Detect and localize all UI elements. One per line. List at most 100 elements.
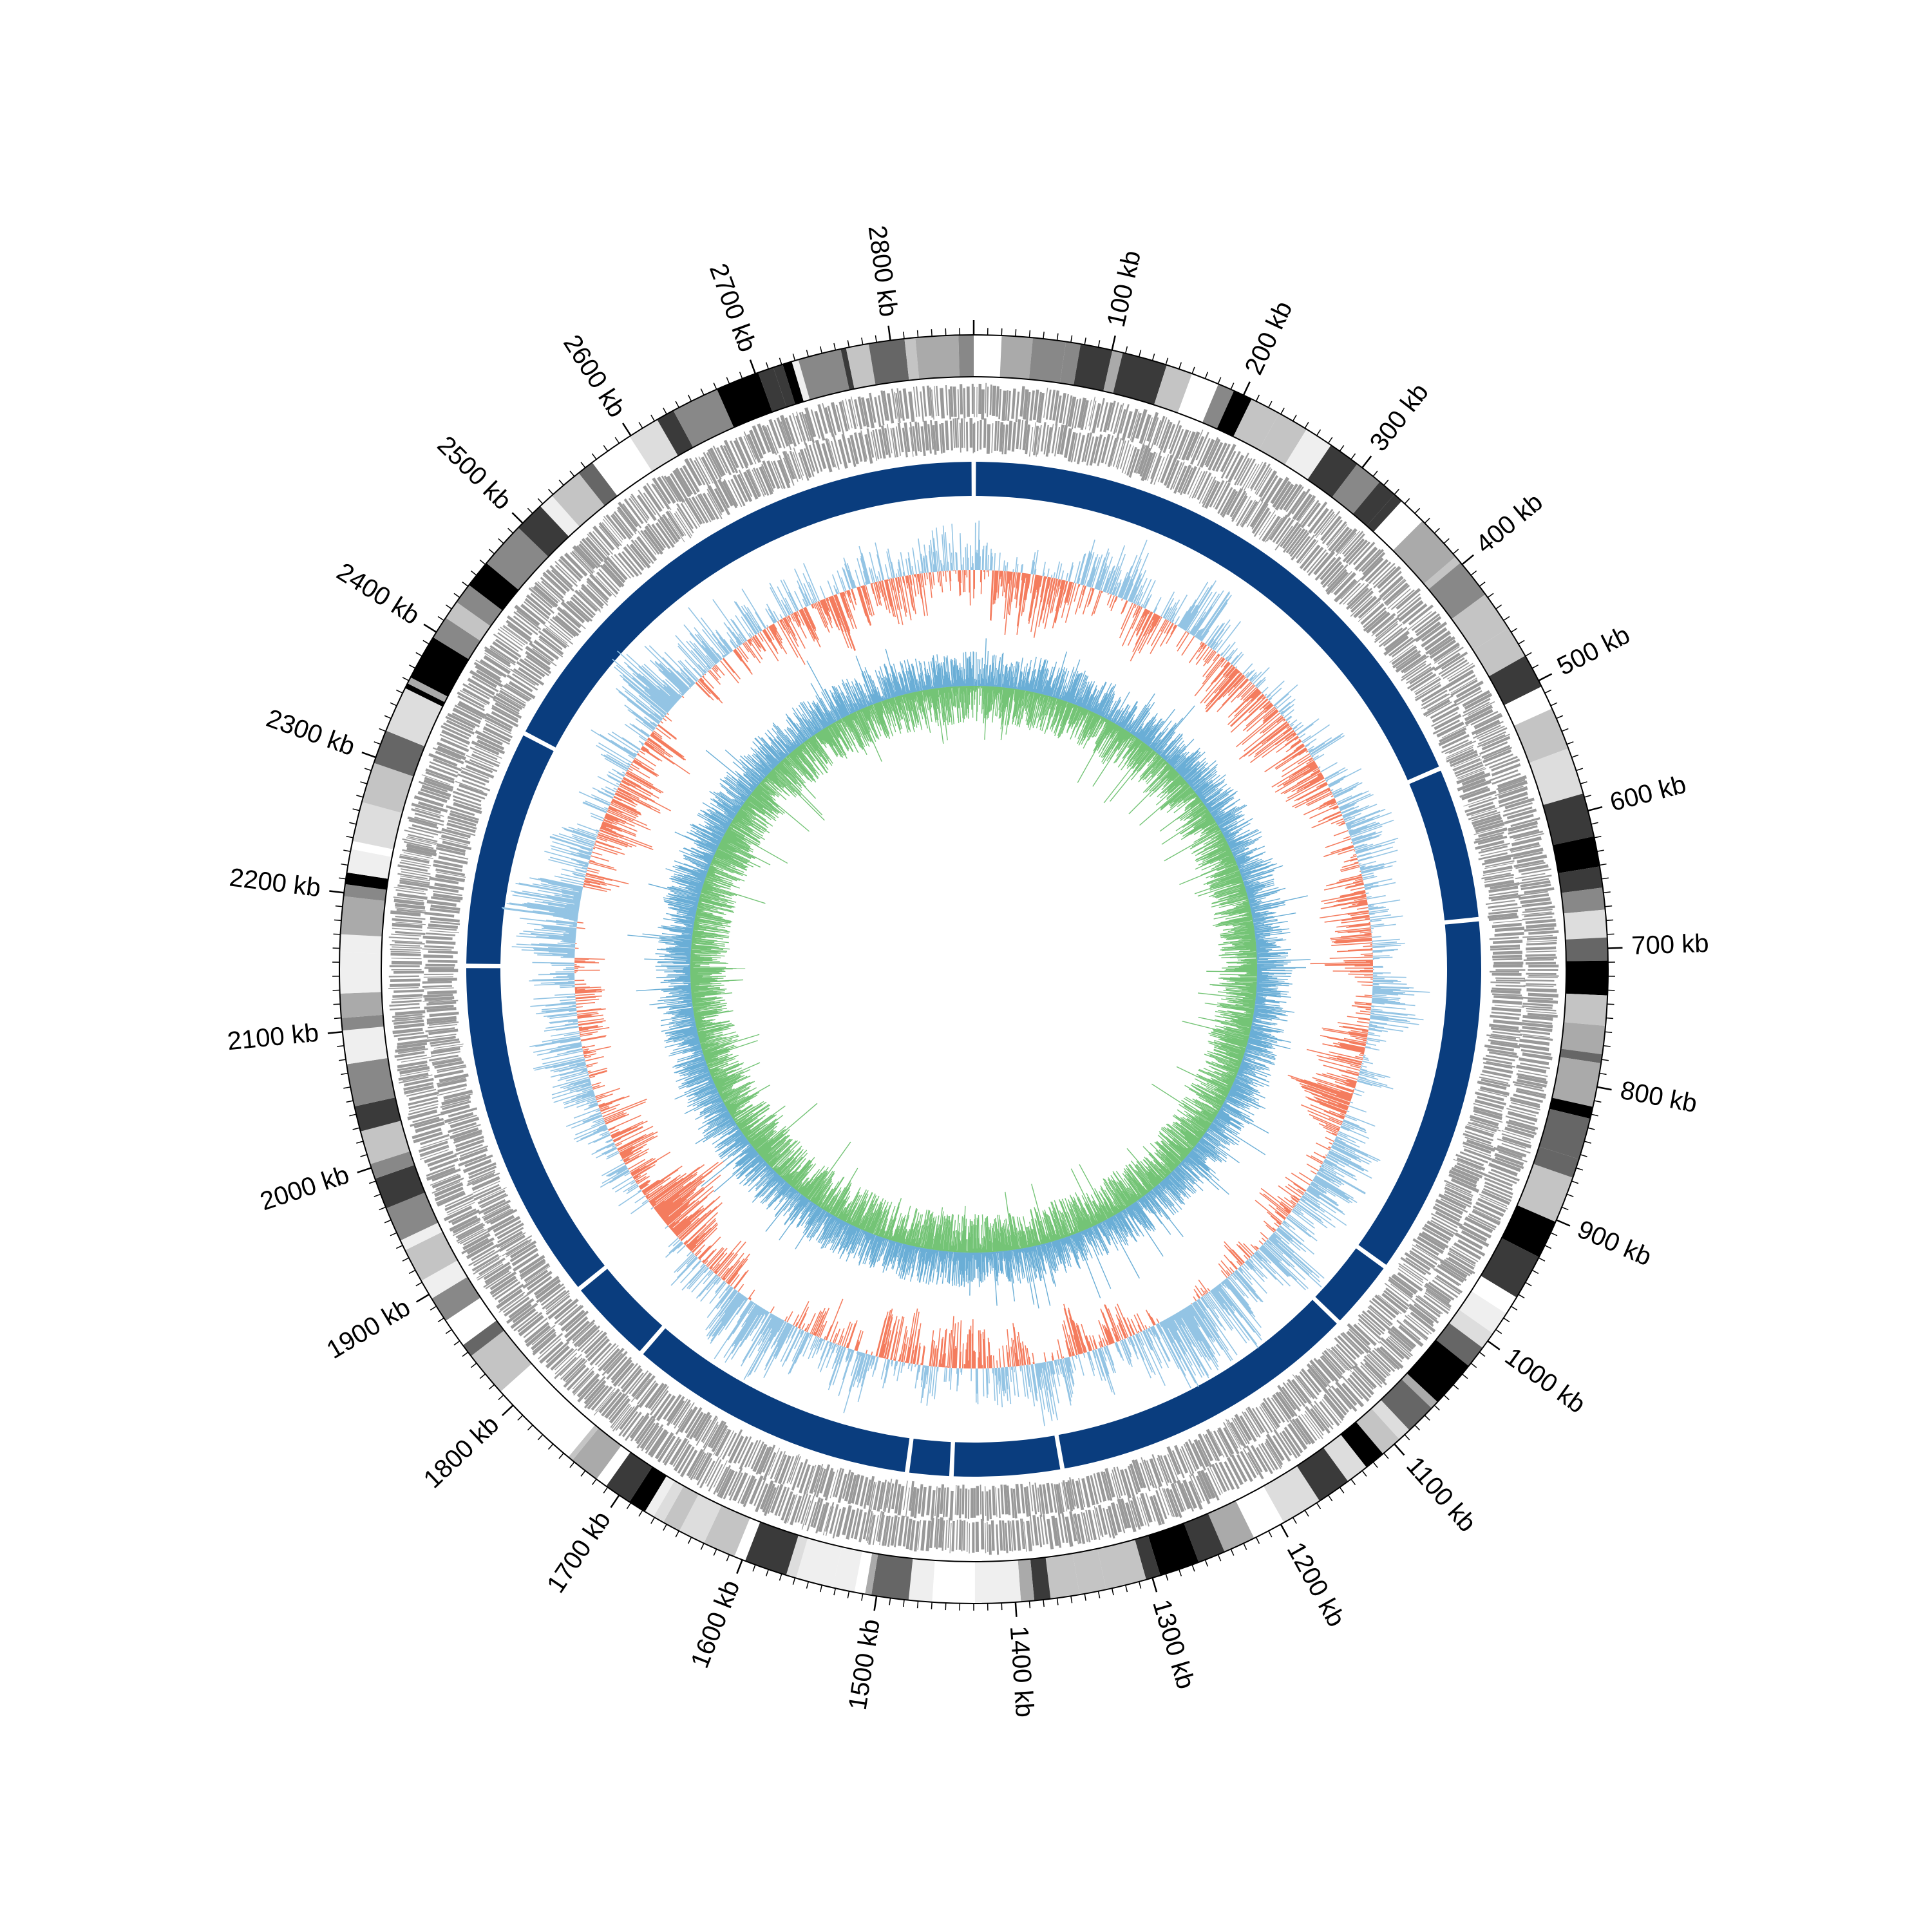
gene-feature [1213, 1430, 1229, 1458]
gene-feature [1375, 616, 1399, 638]
gene-feature [654, 484, 672, 511]
gene-feature [420, 1149, 449, 1160]
gene-feature [1043, 1514, 1048, 1545]
gene-feature [464, 759, 493, 773]
gene-feature [670, 473, 688, 500]
gc-bar [1347, 1110, 1350, 1113]
gene-feature [485, 723, 513, 739]
annotation-band [518, 506, 569, 557]
gene-feature [641, 1425, 659, 1452]
gene-feature [1485, 1054, 1515, 1062]
gene-feature [1510, 845, 1541, 853]
minor-tick [352, 808, 360, 811]
gene-feature [1334, 578, 1357, 602]
gene-feature [460, 770, 489, 784]
gene-feature [630, 539, 651, 564]
annotation-band [974, 1560, 1021, 1604]
gene-feature [1001, 390, 1007, 421]
minor-tick [1404, 1434, 1410, 1441]
gene-feature [1462, 690, 1490, 707]
gene-feature [424, 973, 454, 976]
gene-feature [554, 1298, 579, 1320]
gc-bar [1014, 572, 1019, 600]
annotation-band [1504, 687, 1553, 726]
gene-feature [1217, 487, 1233, 515]
gene-feature [970, 1488, 974, 1518]
gene-feature [1360, 1361, 1383, 1385]
gene-feature [1342, 531, 1364, 555]
gene-feature [1446, 744, 1474, 758]
gene-feature [934, 1517, 938, 1548]
gene-feature [1421, 685, 1448, 703]
gene-feature [956, 1485, 960, 1515]
gene-feature [1029, 390, 1035, 421]
gene-feature [489, 645, 516, 664]
gene-feature [752, 469, 765, 497]
minor-tick [806, 1581, 810, 1589]
gene-feature [713, 1428, 728, 1455]
gene-feature [1525, 918, 1556, 925]
gc-bar [998, 1348, 1001, 1368]
gene-feature [461, 1238, 489, 1255]
gene-feature [672, 1440, 690, 1468]
gene-feature [1421, 627, 1448, 648]
gene-feature [961, 1484, 965, 1515]
gene-feature [1034, 1482, 1039, 1513]
gene-feature [1028, 427, 1034, 457]
gene-feature [420, 1146, 450, 1157]
gene-feature [1459, 1224, 1488, 1242]
gc-bar [688, 1233, 705, 1249]
gene-feature [1282, 1382, 1302, 1407]
gene-feature [422, 980, 452, 984]
gene-feature [399, 855, 430, 864]
gc-bar [1320, 762, 1338, 773]
gene-feature [910, 1487, 917, 1517]
gene-feature [1464, 1130, 1493, 1142]
gene-feature [1416, 1295, 1441, 1315]
gene-feature [1125, 1502, 1137, 1533]
gene-feature [542, 628, 567, 649]
gene-feature [1299, 544, 1321, 569]
gene-feature [473, 661, 501, 680]
gene-feature [949, 421, 953, 451]
gene-feature [1389, 1335, 1414, 1357]
major-tick [1556, 1219, 1571, 1227]
gene-feature [1153, 415, 1166, 446]
minor-tick [334, 1017, 341, 1019]
gene-feature [798, 452, 810, 481]
gene-feature [589, 1342, 612, 1366]
gc-bar [544, 1025, 579, 1032]
gene-feature [1516, 1088, 1547, 1097]
gene-feature [1481, 744, 1511, 759]
gc-bar [650, 1207, 654, 1210]
gc-bar [1369, 914, 1392, 918]
gene-feature [1493, 920, 1523, 923]
minor-tick [537, 1434, 544, 1441]
gene-feature [1499, 796, 1529, 808]
gene-feature [399, 862, 430, 869]
minor-tick [1292, 414, 1297, 422]
gene-feature [837, 1473, 848, 1503]
gene-feature [1077, 397, 1087, 428]
tick-label: 1700 kb [542, 1506, 616, 1598]
minor-tick [1601, 877, 1609, 880]
gene-feature [926, 1485, 932, 1516]
gene-feature [902, 388, 909, 419]
gene-feature [1321, 519, 1343, 544]
gene-feature [1059, 424, 1068, 455]
minor-tick [1503, 1317, 1510, 1323]
gene-feature [956, 1519, 958, 1550]
gc-bar [1100, 556, 1113, 591]
gene-feature [669, 1437, 688, 1466]
gc-bar [1296, 718, 1320, 735]
gene-feature [1403, 655, 1429, 674]
gene-feature [1061, 1482, 1068, 1512]
gene-feature [684, 458, 703, 487]
gene-feature [1477, 1080, 1507, 1090]
annotation-band [1307, 445, 1358, 498]
gc-bar [1329, 956, 1373, 959]
minor-tick [462, 1352, 469, 1357]
gene-feature [1414, 1303, 1439, 1324]
gene-feature [706, 1459, 722, 1487]
gene-feature [939, 424, 943, 454]
